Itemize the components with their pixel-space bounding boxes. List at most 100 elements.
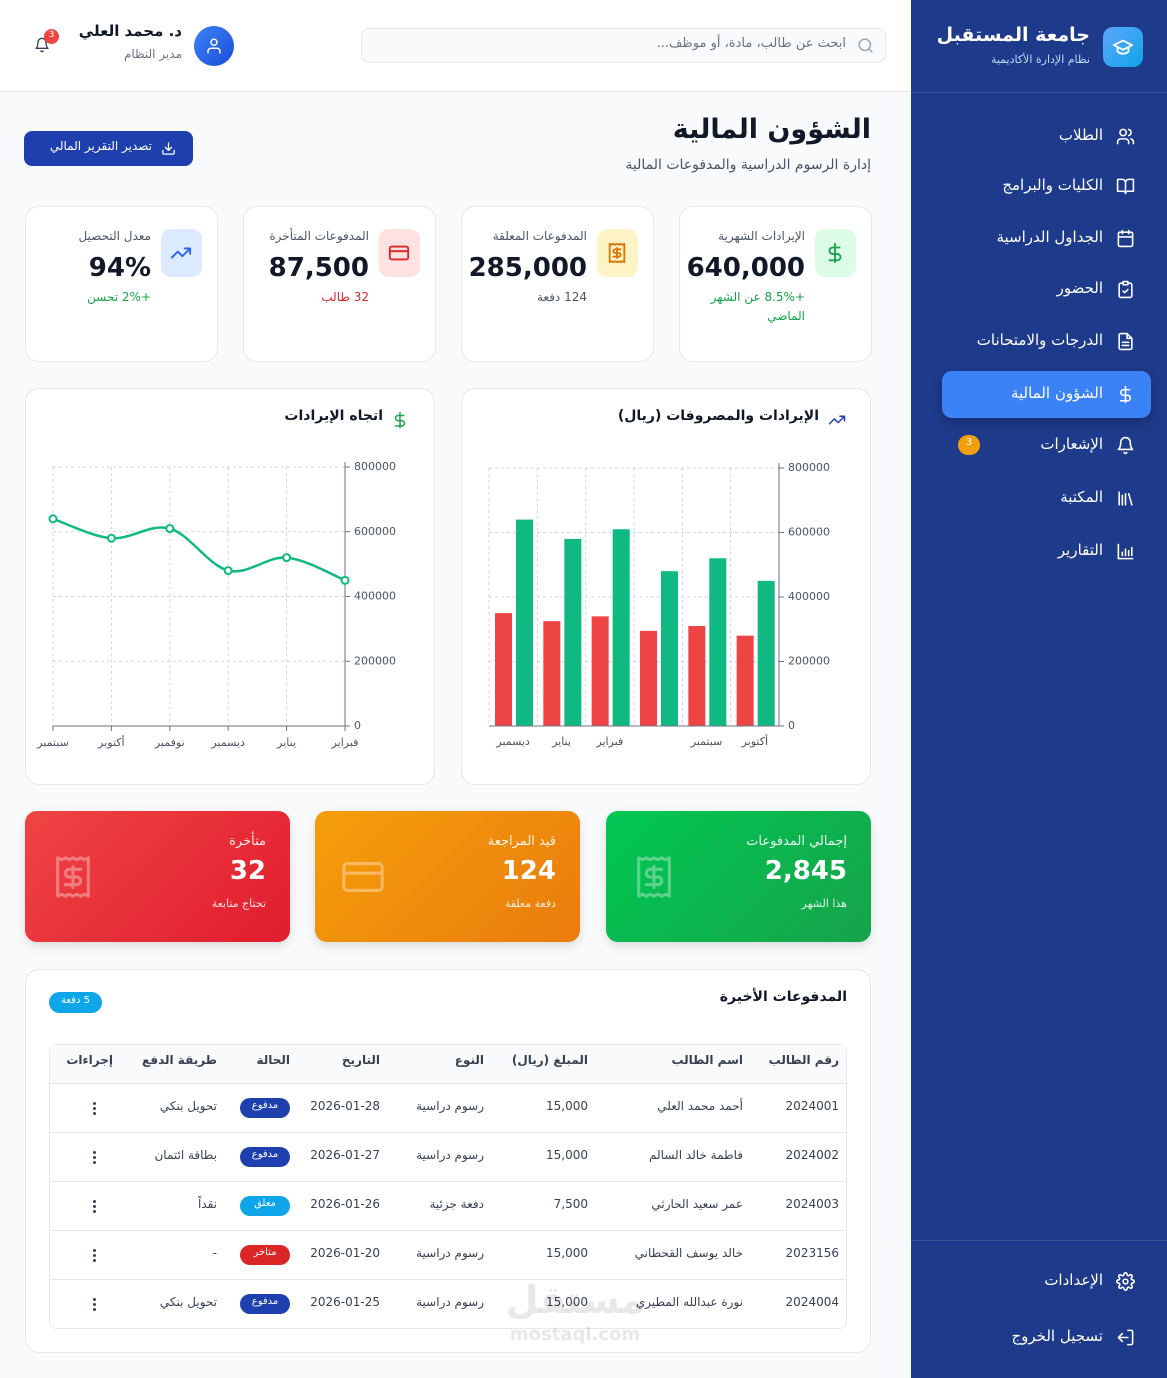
nav-label: المكتبة [1060,488,1103,506]
icon-path [1119,385,1131,403]
table-cell: رسوم دراسية [416,1099,484,1113]
icon [1117,1329,1133,1345]
row-actions[interactable] [86,1097,104,1119]
stat-label: الإيرادات الشهرية [718,229,805,243]
dot [93,1107,96,1110]
table-header [50,1045,846,1084]
nav-item[interactable] [942,371,1151,418]
table-cell: 15,000 [546,1099,588,1113]
dot [93,1308,96,1311]
icon [35,37,49,53]
table-cell: تحويل بنكي [159,1099,217,1113]
sidebar-footer-label: الإعدادات [1044,1271,1103,1289]
column-header: الحالة [256,1053,290,1067]
stat-value: 285,000 [468,253,587,283]
table-cell: رسوم دراسية [416,1295,484,1309]
column-header: إجراءات [66,1053,113,1067]
icon [161,141,175,155]
row-actions[interactable] [86,1146,104,1168]
stat-note: 32 طالب [321,290,369,304]
table-cell: 2024003 [785,1197,839,1211]
dot [93,1161,96,1164]
status-pill [240,1294,290,1314]
stat-value: 87,500 [268,253,369,283]
table-cell: بطاقة ائتمان [154,1148,217,1162]
icon [207,38,221,54]
chart-title: الإيرادات والمصروفات (ريال) [617,408,819,424]
icon-path [1117,436,1133,454]
table-title: المدفوعات الأخيرة [719,989,847,1005]
sidebar-footer-divider [911,1240,1167,1241]
stat-value: 640,000 [686,253,805,283]
table-cell: خالد يوسف القحطاني [634,1246,743,1260]
icon [1117,543,1133,559]
status-text: معلق [254,1198,276,1209]
icon [637,856,671,898]
nav-label: الحضور [1056,279,1103,297]
summary-note: تحتاج متابعة [211,897,266,910]
column-header: طريقة الدفع [142,1053,217,1067]
icon [342,862,384,892]
icon-path [1117,1329,1133,1345]
table-cell: 7,500 [553,1197,588,1211]
row-actions[interactable] [86,1244,104,1266]
dot [93,1205,96,1208]
icon [56,856,90,898]
sidebar-divider [911,92,1167,93]
dot [93,1303,96,1306]
column-header: التاريخ [341,1053,380,1067]
table-cell: 2023156 [785,1246,839,1260]
row-actions[interactable] [86,1195,104,1217]
dot [93,1298,96,1301]
dot [93,1249,96,1252]
stat-note: +2% تحسن [87,290,151,304]
table-cell: رسوم دراسية [416,1148,484,1162]
sidebar [911,0,1167,1378]
dot [93,1254,96,1257]
icon [1117,332,1133,350]
icon-path [828,242,842,264]
nav-label: الدرجات والامتحانات [976,331,1103,349]
icon-path [170,247,192,259]
icon [1117,490,1133,506]
dot [93,1151,96,1154]
sidebar-subtitle: نظام الإدارة الأكاديمية [990,53,1090,66]
table-cell: 15,000 [546,1295,588,1309]
sidebar-footer-label: تسجيل الخروج [1011,1327,1103,1345]
table-cell: 2026-01-27 [310,1148,380,1162]
nav-label: الطلاب [1058,126,1103,144]
column-header: رقم الطالب [768,1053,839,1067]
table-cell: رسوم دراسية [416,1246,484,1260]
nav-label: التقارير [1057,541,1103,559]
icon [828,415,846,425]
search-box[interactable] [361,28,886,63]
icon-path [828,415,846,425]
summary-value: 124 [501,856,556,886]
icon-path [1116,178,1134,194]
stat-label: المدفوعات المعلقة [492,229,587,243]
chart-card [25,388,435,785]
nav-label: الشؤون المالية [1010,384,1103,402]
table-card [25,969,871,1353]
status-pill [240,1245,290,1265]
icon-path [858,37,873,53]
icon [1115,1271,1135,1291]
row-actions[interactable] [86,1293,104,1315]
status-pill [240,1196,290,1216]
status-text: متاخر [253,1247,277,1258]
row-divider [50,1132,846,1133]
row-divider [50,1230,846,1231]
column-header: المبلغ (ريال) [511,1053,588,1067]
icon-path [1117,543,1133,559]
icon-path [1112,39,1134,55]
summary-label: متأخرة [229,834,266,849]
export-button[interactable] [24,131,193,166]
stat-note: +8.5% عن الشهر الماضي [710,290,805,324]
icon-path [608,242,626,264]
icon-path [342,862,384,892]
summary-note: هذا الشهر [801,897,848,910]
icon [1112,39,1134,55]
status-text: مدفوع [251,1296,279,1307]
